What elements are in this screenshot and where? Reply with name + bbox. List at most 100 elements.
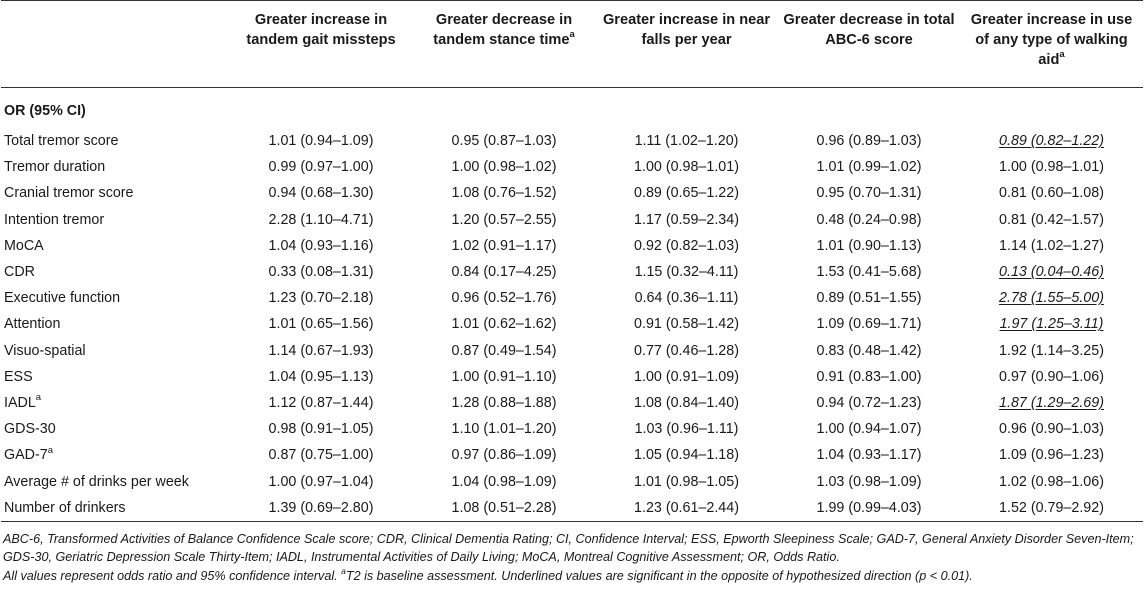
cell-col-2: 1.20 (0.57–2.55)	[451, 211, 557, 228]
header-col-2: Greater decrease in tandem stance timea	[433, 12, 575, 48]
cell-col-5: 1.00 (0.98–1.01)	[999, 159, 1104, 176]
footnote-abbreviations: ABC-6, Transformed Activities of Balance…	[3, 531, 1134, 565]
cell-col-3: 1.01 (0.98–1.05)	[634, 473, 739, 490]
cell-col-5: 0.81 (0.42–1.57)	[999, 211, 1104, 228]
row-label: ESS	[4, 368, 33, 385]
table-row: MoCA 1.04 (0.93–1.16) 1.02 (0.91–1.17) 0.92…	[1, 233, 1143, 259]
cell-col-5: 1.09 (0.96–1.23)	[999, 447, 1104, 464]
cell-col-3: 0.64 (0.36–1.11)	[634, 290, 739, 307]
cell-col-3: 1.11 (1.02–1.20)	[634, 133, 739, 150]
cell-col-2: 1.10 (1.01–1.20)	[451, 421, 557, 438]
cell-col-4: 0.96 (0.89–1.03)	[816, 133, 922, 150]
footnote-note: All values represent odds ratio and 95% …	[3, 565, 973, 583]
cell-col-1: 1.01 (0.94–1.09)	[268, 133, 374, 150]
table-row: IADLa 1.12 (0.87–1.44) 1.28 (0.88–1.88) 1.0…	[1, 390, 1143, 416]
cell-col-2: 1.01 (0.62–1.62)	[451, 316, 557, 333]
row-label: GAD-7a	[4, 444, 53, 464]
cell-col-4: 0.94 (0.72–1.23)	[816, 394, 922, 411]
cell-col-1: 1.39 (0.69–2.80)	[268, 499, 374, 516]
cell-col-3: 1.08 (0.84–1.40)	[634, 394, 739, 411]
header-col-4: Greater decrease in total ABC-6 score	[783, 12, 955, 48]
cell-col-2: 1.08 (0.51–2.28)	[451, 499, 557, 516]
table-row: Intention tremor 2.28 (1.10–4.71) 1.20 (0.…	[1, 207, 1143, 233]
row-label: GDS-30	[4, 421, 56, 438]
cell-col-4: 0.95 (0.70–1.31)	[816, 185, 922, 202]
cell-col-4: 0.48 (0.24–0.98)	[816, 211, 922, 228]
cell-col-2: 1.00 (0.91–1.10)	[451, 368, 557, 385]
cell-col-5: 1.14 (1.02–1.27)	[999, 237, 1104, 254]
table-row: Attention 1.01 (0.65–1.56) 1.01 (0.62–1.62…	[1, 311, 1143, 337]
cell-col-3: 1.00 (0.91–1.09)	[634, 368, 739, 385]
table-footnote: ABC-6, Transformed Activities of Balance…	[0, 522, 1144, 586]
cell-col-4: 1.99 (0.99–4.03)	[816, 499, 922, 516]
cell-col-2: 1.00 (0.98–1.02)	[451, 159, 557, 176]
cell-col-5: 0.97 (0.90–1.06)	[999, 368, 1104, 385]
cell-col-1: 0.94 (0.68–1.30)	[268, 185, 374, 202]
cell-col-1: 1.04 (0.93–1.16)	[268, 237, 374, 254]
cell-col-1: 1.01 (0.65–1.56)	[268, 316, 374, 333]
cell-col-1: 1.23 (0.70–2.18)	[268, 290, 374, 307]
table-row: Total tremor score 1.01 (0.94–1.09) 0.95 (…	[1, 128, 1143, 154]
cell-col-3: 0.77 (0.46–1.28)	[634, 342, 739, 359]
odds-ratio-table: Greater increase in tandem gait missteps…	[1, 0, 1143, 522]
cell-col-4: 1.00 (0.94–1.07)	[816, 421, 922, 438]
row-label: Average # of drinks per week	[4, 473, 189, 490]
header-col-1: Greater increase in tandem gait missteps	[246, 12, 396, 48]
cell-col-4: 0.89 (0.51–1.55)	[816, 290, 922, 307]
table-row: Tremor duration 0.99 (0.97–1.00) 1.00 (0.9…	[1, 154, 1143, 180]
table-row: Average # of drinks per week 1.00 (0.97–1…	[1, 468, 1143, 494]
row-label: CDR	[4, 264, 35, 281]
cell-col-5: 1.52 (0.79–2.92)	[999, 499, 1104, 516]
cell-col-4: 1.01 (0.90–1.13)	[816, 237, 922, 254]
cell-col-1: 0.33 (0.08–1.31)	[268, 264, 374, 281]
cell-col-1: 0.87 (0.75–1.00)	[268, 447, 374, 464]
cell-col-2: 0.97 (0.86–1.09)	[451, 447, 557, 464]
cell-col-2: 0.95 (0.87–1.03)	[451, 133, 557, 150]
cell-col-4: 1.53 (0.41–5.68)	[816, 264, 922, 281]
table-row: CDR 0.33 (0.08–1.31) 0.84 (0.17–4.25) 1.15 …	[1, 259, 1143, 285]
cell-col-1: 0.98 (0.91–1.05)	[268, 421, 374, 438]
cell-col-1: 1.00 (0.97–1.04)	[268, 473, 374, 490]
cell-col-4: 1.01 (0.99–1.02)	[816, 159, 922, 176]
cell-col-4: 1.03 (0.98–1.09)	[816, 473, 922, 490]
cell-col-5: 0.96 (0.90–1.03)	[999, 421, 1104, 438]
cell-col-5: 1.87 (1.29–2.69)	[999, 394, 1104, 411]
cell-col-3: 1.05 (0.94–1.18)	[634, 447, 739, 464]
cell-col-3: 1.03 (0.96–1.11)	[634, 421, 739, 438]
cell-col-1: 0.99 (0.97–1.00)	[268, 159, 374, 176]
cell-col-3: 1.15 (0.32–4.11)	[634, 264, 739, 281]
table-row: Cranial tremor score 0.94 (0.68–1.30) 1.08…	[1, 180, 1143, 206]
section-label: OR (95% CI)	[4, 103, 86, 119]
cell-col-4: 0.91 (0.83–1.00)	[816, 368, 922, 385]
header-col-3: Greater increase in near falls per year	[602, 12, 771, 48]
row-label: Total tremor score	[4, 133, 119, 150]
cell-col-3: 0.89 (0.65–1.22)	[634, 185, 739, 202]
cell-col-5: 1.92 (1.14–3.25)	[999, 342, 1104, 359]
table-row: Executive function 1.23 (0.70–2.18) 0.96 (…	[1, 285, 1143, 311]
row-label: Attention	[4, 316, 61, 333]
cell-col-5: 0.89 (0.82–1.22)	[999, 133, 1104, 150]
cell-col-5: 1.97 (1.25–3.11)	[999, 316, 1104, 333]
row-label: Tremor duration	[4, 159, 106, 176]
header-col-5: Greater increase in use of any type of w…	[970, 12, 1133, 68]
table-row: Visuo-spatial 1.14 (0.67–1.93) 0.87 (0.49–…	[1, 338, 1143, 364]
cell-col-3: 1.23 (0.61–2.44)	[634, 499, 739, 516]
cell-col-2: 0.84 (0.17–4.25)	[451, 264, 557, 281]
cell-col-1: 1.04 (0.95–1.13)	[268, 368, 374, 385]
cell-col-2: 1.04 (0.98–1.09)	[451, 473, 557, 490]
cell-col-1: 1.12 (0.87–1.44)	[268, 394, 374, 411]
row-label: Visuo-spatial	[4, 342, 86, 359]
cell-col-5: 2.78 (1.55–5.00)	[999, 290, 1104, 307]
cell-col-3: 0.92 (0.82–1.03)	[634, 237, 739, 254]
cell-col-1: 2.28 (1.10–4.71)	[268, 211, 374, 228]
cell-col-2: 1.28 (0.88–1.88)	[451, 394, 557, 411]
cell-col-3: 1.17 (0.59–2.34)	[634, 211, 739, 228]
table-row: GDS-30 0.98 (0.91–1.05) 1.10 (1.01–1.20) 1.…	[1, 416, 1143, 442]
cell-col-5: 1.02 (0.98–1.06)	[999, 473, 1104, 490]
cell-col-3: 1.00 (0.98–1.01)	[634, 159, 739, 176]
table-row: Number of drinkers 1.39 (0.69–2.80) 1.08 (…	[1, 495, 1143, 522]
cell-col-4: 0.83 (0.48–1.42)	[816, 342, 922, 359]
cell-col-2: 1.08 (0.76–1.52)	[451, 185, 557, 202]
cell-col-2: 1.02 (0.91–1.17)	[451, 237, 557, 254]
